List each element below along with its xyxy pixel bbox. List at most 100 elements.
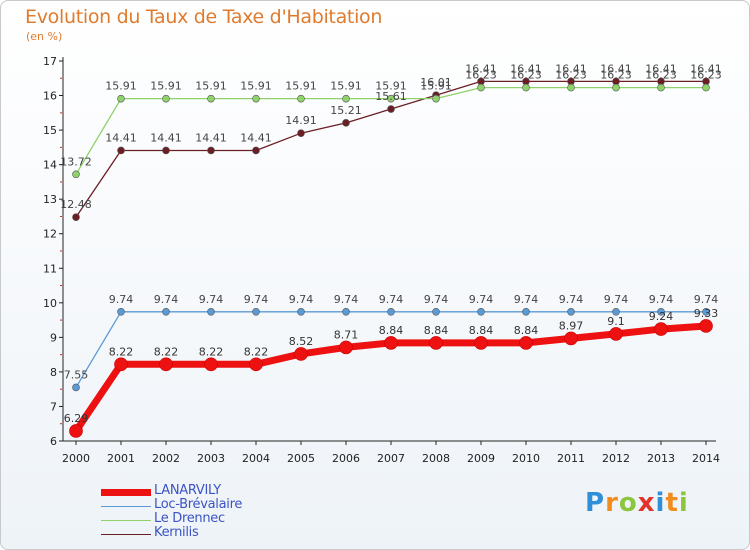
data-point-loc-brevalaire	[72, 383, 80, 392]
data-label-lanarvily: 8.97	[559, 319, 584, 332]
y-tick-label: 6	[50, 435, 57, 448]
data-label-le-drennec: 15.91	[195, 80, 227, 93]
data-point-loc-brevalaire	[612, 307, 620, 316]
data-label-lanarvily: 8.22	[154, 345, 179, 358]
data-label-loc-brevalaire: 9.74	[514, 293, 539, 306]
data-label-le-drennec: 16.23	[555, 69, 587, 82]
data-label-kernilis: 16.01	[420, 76, 452, 89]
data-label-kernilis: 16.41	[690, 62, 722, 75]
x-tick-label: 2006	[332, 452, 360, 465]
data-label-kernilis: 16.41	[600, 62, 632, 75]
legend-item-lanarvily: LANARVILY	[101, 483, 361, 499]
data-point-lanarvily	[294, 347, 308, 361]
x-tick-label: 2003	[197, 452, 225, 465]
data-label-kernilis: 16.41	[645, 62, 677, 75]
data-point-lanarvily	[519, 336, 533, 350]
data-point-lanarvily	[609, 327, 623, 341]
data-point-le-drennec	[612, 83, 620, 92]
data-label-lanarvily: 8.84	[469, 324, 494, 337]
data-label-loc-brevalaire: 9.74	[424, 293, 449, 306]
legend-item-loc-brevalaire: Loc-Brévalaire	[101, 497, 361, 513]
data-point-kernilis	[252, 146, 260, 155]
data-point-lanarvily	[159, 357, 173, 372]
data-point-lanarvily	[564, 331, 578, 346]
data-point-le-drennec	[207, 94, 215, 103]
y-tick-label: 10	[43, 297, 57, 310]
data-point-lanarvily	[384, 336, 398, 350]
data-point-kernilis	[162, 146, 170, 155]
data-label-le-drennec: 15.91	[420, 80, 452, 93]
data-point-le-drennec	[657, 83, 665, 92]
data-label-loc-brevalaire: 9.74	[649, 293, 674, 306]
data-point-loc-brevalaire	[297, 307, 305, 316]
chart-data-labels: 12.48 14.41 14.41 14.41 14.41 14.91 15.21 15.61…	[60, 62, 722, 425]
data-label-kernilis: 12.48	[60, 198, 92, 211]
y-tick-label: 17	[43, 55, 57, 68]
data-label-kernilis: 16.41	[465, 62, 497, 75]
y-tick-label: 7	[50, 400, 57, 413]
data-point-loc-brevalaire	[117, 307, 125, 316]
proxiti-logo: Proxiti	[585, 488, 689, 518]
data-point-lanarvily	[429, 336, 443, 350]
data-point-kernilis	[387, 105, 395, 113]
data-label-lanarvily: 8.52	[289, 335, 314, 348]
data-point-loc-brevalaire	[207, 307, 215, 316]
data-point-le-drennec	[522, 83, 530, 92]
data-label-le-drennec: 16.23	[465, 69, 497, 82]
data-point-lanarvily	[69, 424, 83, 438]
data-label-lanarvily: 9.24	[649, 310, 674, 323]
data-label-loc-brevalaire: 9.74	[694, 293, 719, 306]
legend-label-loc-brevalaire: Loc-Brévalaire	[154, 497, 243, 512]
data-label-le-drennec: 16.23	[600, 69, 632, 82]
data-label-le-drennec: 16.23	[510, 69, 542, 82]
legend-swatch-le-drennec	[101, 520, 151, 521]
y-tick-label: 11	[43, 262, 57, 275]
data-label-le-drennec: 15.91	[150, 80, 182, 93]
y-tick-label: 16	[43, 90, 57, 103]
data-label-lanarvily: 8.84	[424, 324, 449, 337]
data-label-lanarvily: 8.22	[199, 345, 224, 358]
chart-title: Evolution du Taux de Taxe d'Habitation	[25, 6, 383, 28]
data-label-lanarvily: 8.71	[334, 328, 359, 341]
data-label-kernilis: 16.41	[555, 62, 587, 75]
data-point-kernilis	[207, 146, 215, 155]
data-point-le-drennec	[387, 94, 395, 103]
data-point-le-drennec	[702, 83, 710, 92]
logo-letter: x	[637, 488, 656, 518]
logo-letter: r	[605, 488, 619, 518]
data-label-lanarvily: 8.22	[244, 345, 269, 358]
data-label-kernilis: 14.41	[150, 131, 182, 144]
data-label-kernilis: 14.91	[285, 114, 317, 127]
x-tick-label: 2013	[647, 452, 675, 465]
legend-item-le-drennec: Le Drennec	[101, 511, 361, 527]
legend: LANARVILY Loc-Brévalaire Le Drennec Kern…	[101, 483, 361, 541]
y-tick-label: 14	[43, 159, 57, 172]
y-tick-label: 12	[43, 228, 57, 241]
x-tick-label: 2000	[62, 452, 90, 465]
data-label-loc-brevalaire: 9.74	[244, 293, 269, 306]
data-point-le-drennec	[117, 94, 125, 103]
data-label-kernilis: 15.21	[330, 104, 362, 117]
data-label-lanarvily: 8.84	[514, 324, 539, 337]
x-tick-label: 2009	[467, 452, 495, 465]
data-label-loc-brevalaire: 9.74	[199, 293, 224, 306]
data-point-lanarvily	[204, 357, 218, 372]
data-point-le-drennec	[432, 94, 440, 103]
data-label-loc-brevalaire: 9.74	[334, 293, 359, 306]
y-tick-label: 15	[43, 124, 57, 137]
x-tick-label: 2012	[602, 452, 630, 465]
data-label-le-drennec: 15.91	[105, 80, 137, 93]
data-label-le-drennec: 16.23	[645, 69, 677, 82]
data-point-kernilis	[117, 146, 125, 155]
data-label-lanarvily: 6.29	[64, 412, 89, 425]
y-tick-label: 8	[50, 366, 57, 379]
data-point-le-drennec	[252, 94, 260, 103]
data-label-kernilis: 16.41	[510, 62, 542, 75]
data-label-loc-brevalaire: 9.74	[289, 293, 314, 306]
data-point-lanarvily	[249, 357, 263, 372]
data-label-le-drennec: 15.91	[285, 80, 317, 93]
x-tick-label: 2007	[377, 452, 405, 465]
legend-label-kernilis: Kernilis	[154, 525, 199, 540]
chart-axes: 6 7 8 9 10 11 12 13 14 15 16 17 2000 2001 2002 2003 2004…	[43, 55, 720, 465]
